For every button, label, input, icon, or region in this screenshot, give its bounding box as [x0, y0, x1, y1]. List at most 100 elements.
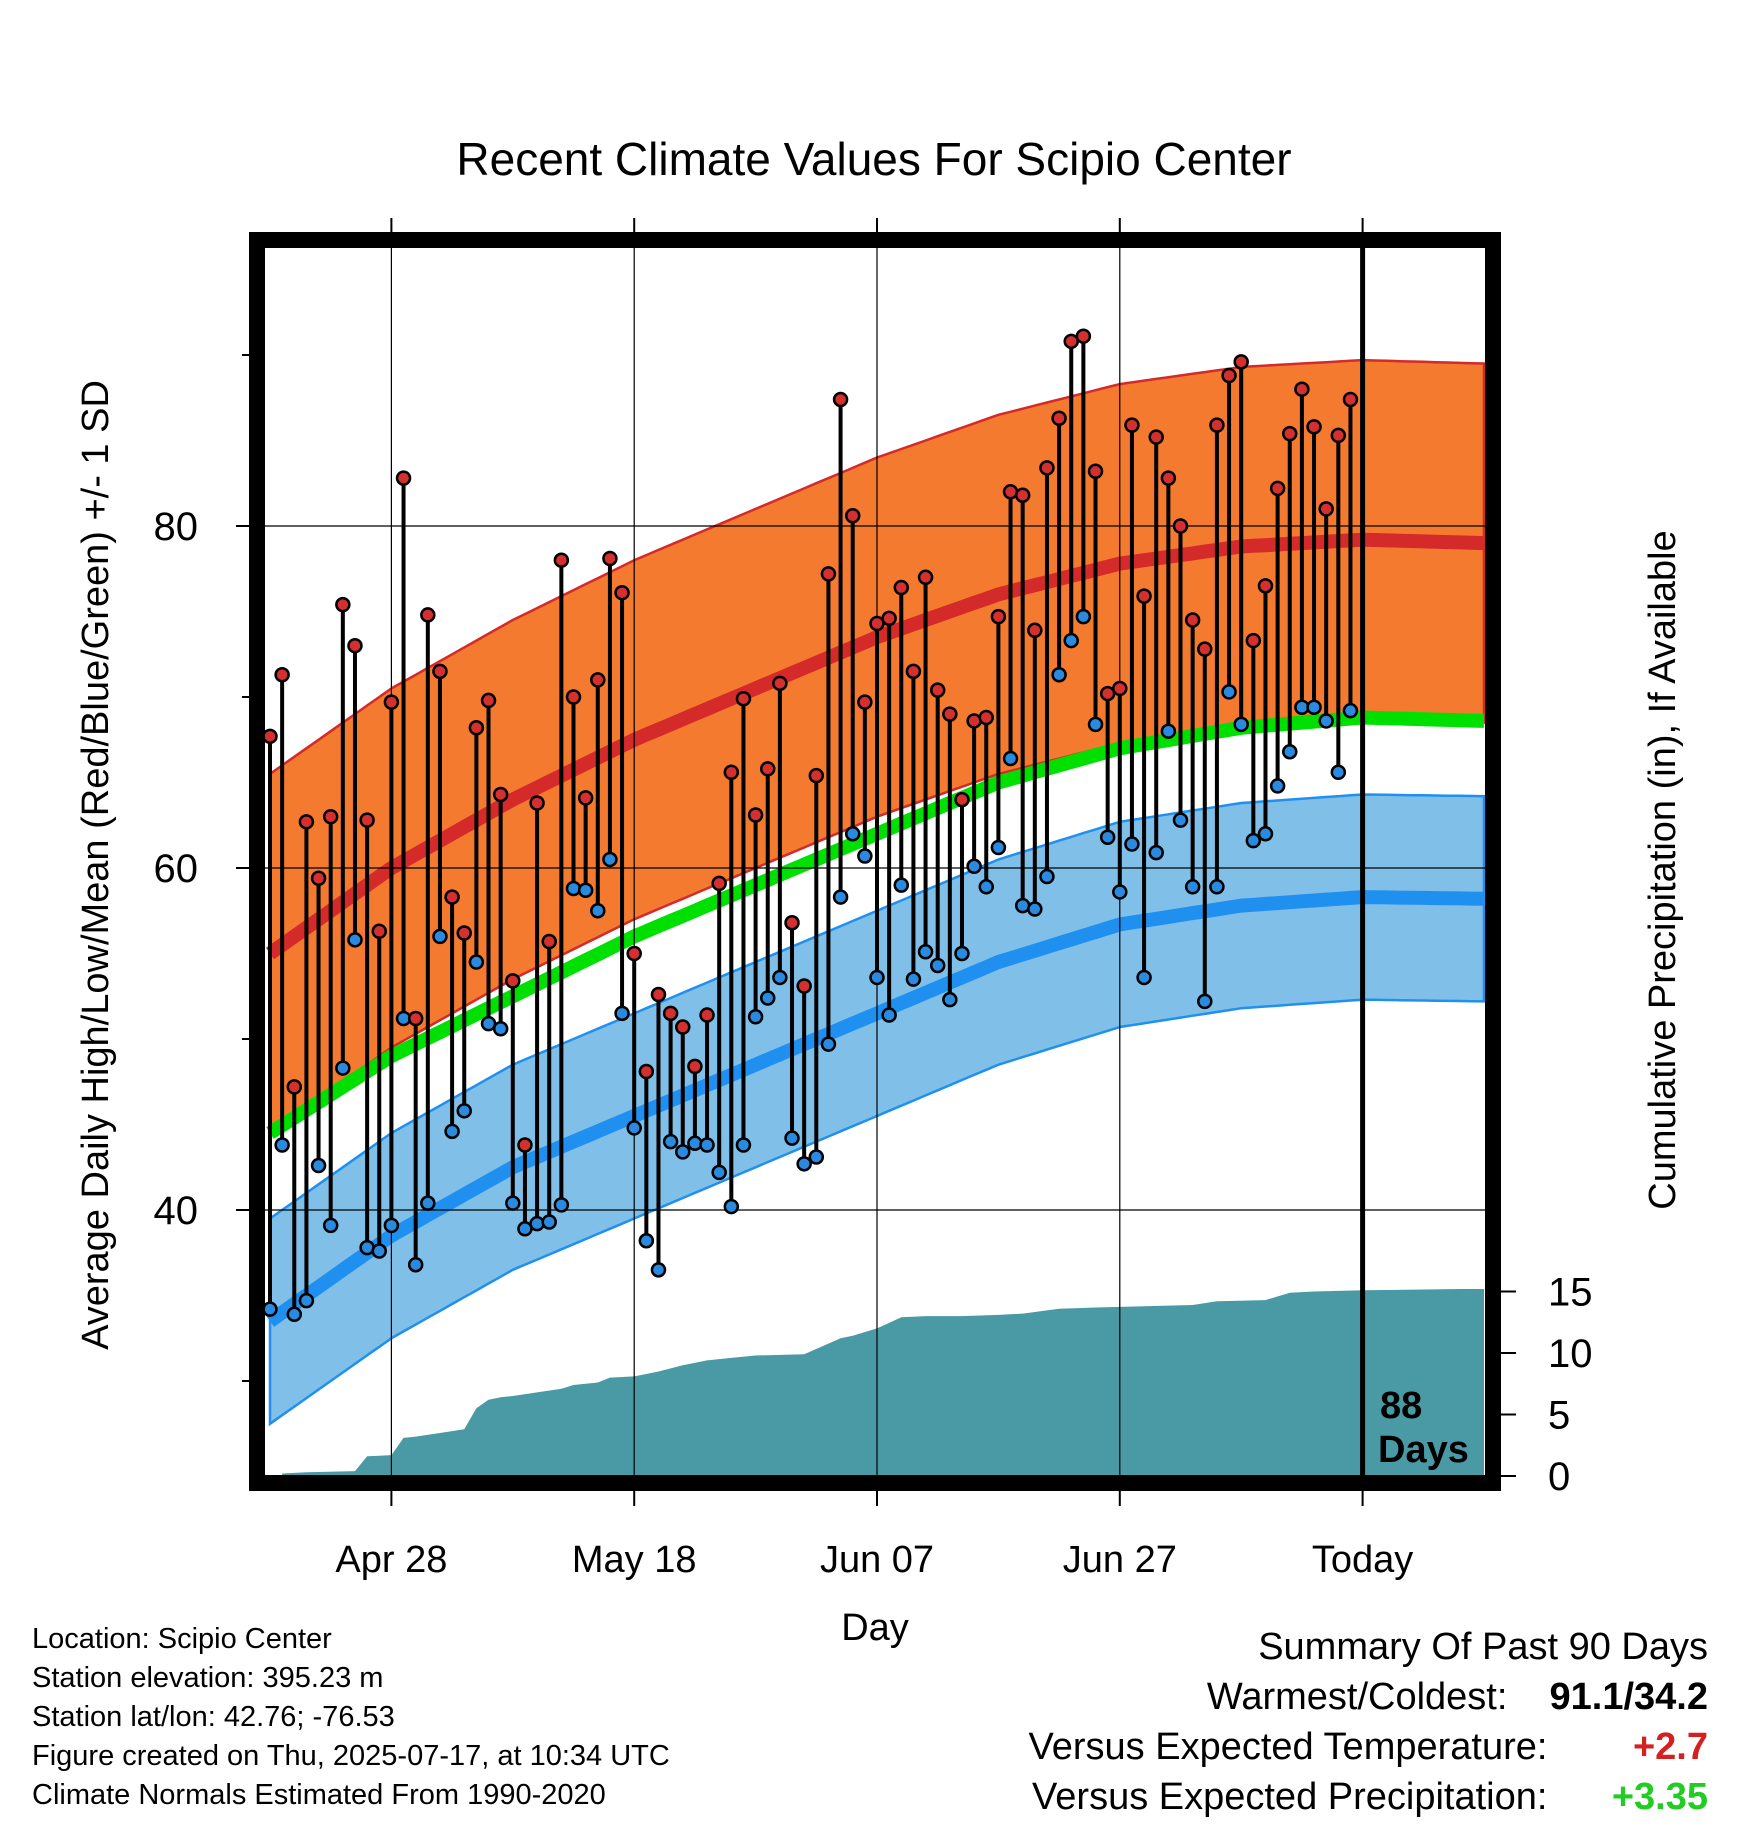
high-point	[699, 1007, 715, 1023]
x-tick-label: Jun 07	[820, 1539, 934, 1581]
precip-area	[282, 1289, 1485, 1476]
low-point	[990, 839, 1007, 856]
low-point	[711, 1164, 727, 1181]
low-point	[1306, 699, 1322, 716]
low-point	[1136, 969, 1152, 986]
low-point	[444, 1123, 460, 1140]
low-point	[1269, 778, 1286, 794]
warm-cold-label: Warmest/Coldest:	[1206, 1676, 1508, 1718]
high-point	[832, 391, 849, 408]
low-point	[456, 1103, 472, 1119]
y-right-tick-label: 15	[1548, 1271, 1593, 1315]
high-point	[480, 692, 497, 709]
high-point	[1269, 480, 1286, 497]
high-point	[1148, 429, 1164, 445]
plot-area	[264, 247, 1486, 1476]
y-left-tick-label: 80	[154, 505, 199, 549]
summary-panel: Summary Of Past 90 Days Warmest/Coldest:…	[1029, 1622, 1708, 1822]
high-point	[1342, 391, 1359, 408]
low-point	[747, 1009, 764, 1025]
high-point	[432, 663, 448, 680]
high-point	[1221, 367, 1237, 384]
high-point	[1233, 354, 1249, 370]
high-point	[1087, 463, 1104, 480]
high-point	[942, 706, 958, 722]
high-point	[1160, 470, 1177, 486]
low-point	[675, 1144, 691, 1160]
high-point	[1136, 588, 1152, 604]
chart-title: Recent Climate Values For Scipio Center	[456, 133, 1291, 185]
warm-cold-value: 91.1/34.2	[1549, 1676, 1708, 1718]
high-point	[954, 791, 970, 808]
low-point	[881, 1007, 897, 1023]
high-point	[347, 637, 363, 654]
low-point	[735, 1137, 752, 1153]
low-point	[322, 1217, 339, 1234]
low-point	[1233, 716, 1249, 733]
high-point	[371, 923, 388, 940]
low-point	[1160, 723, 1177, 739]
low-point	[1027, 901, 1043, 917]
high-point	[820, 566, 837, 582]
high-point	[505, 973, 521, 989]
x-tick-label: May 18	[572, 1539, 697, 1581]
high-point	[565, 689, 582, 705]
created-text: Figure created on Thu, 2025-07-17, at 10…	[32, 1740, 670, 1772]
low-point	[917, 944, 934, 960]
high-point	[264, 728, 278, 745]
low-point	[383, 1217, 400, 1234]
high-point	[917, 569, 934, 586]
low-point	[1197, 993, 1213, 1010]
high-point	[420, 607, 436, 623]
high-point	[1294, 381, 1310, 397]
low-point	[699, 1137, 715, 1153]
high-point	[662, 1005, 679, 1022]
low-point	[638, 1233, 655, 1249]
y-right-tick-label: 0	[1548, 1455, 1570, 1499]
low-point	[286, 1306, 303, 1323]
low-point	[1148, 844, 1164, 861]
high-point	[383, 694, 400, 710]
high-point	[808, 767, 825, 784]
low-point	[820, 1036, 837, 1052]
precip-row: Versus Expected Precipitation: +3.35	[1029, 1772, 1708, 1822]
low-point	[929, 957, 946, 974]
high-point	[1184, 612, 1201, 628]
low-point	[869, 969, 885, 986]
high-point	[638, 1063, 655, 1080]
high-point	[893, 579, 910, 596]
low-point	[1342, 702, 1359, 719]
high-point	[723, 764, 740, 780]
temp-label: Versus Expected Temperature:	[1028, 1726, 1548, 1768]
high-point	[1075, 328, 1092, 344]
high-point	[929, 682, 946, 698]
high-point	[905, 663, 922, 680]
high-point	[298, 814, 315, 830]
low-point	[1330, 764, 1347, 780]
high-point	[286, 1079, 303, 1095]
low-point	[577, 882, 594, 898]
high-point	[1124, 417, 1140, 433]
temp-row: Versus Expected Temperature: +2.7	[1029, 1722, 1708, 1772]
high-point	[1027, 622, 1043, 639]
high-point	[1318, 501, 1334, 517]
days-marker-line1: 88	[1380, 1385, 1422, 1427]
high-point	[1257, 578, 1274, 594]
low-point	[857, 848, 873, 864]
high-point	[468, 720, 485, 736]
low-point	[420, 1195, 436, 1211]
y-left-tick-label: 40	[154, 1189, 199, 1233]
low-point	[1087, 716, 1104, 733]
low-point	[590, 903, 606, 919]
high-point	[675, 1019, 691, 1035]
low-point	[1039, 868, 1055, 885]
high-point	[1172, 518, 1189, 534]
high-point	[978, 709, 995, 726]
low-point	[1172, 812, 1189, 828]
low-point	[602, 851, 618, 868]
latlon-text: Station lat/lon: 42.76; -76.53	[32, 1701, 395, 1733]
low-point	[310, 1157, 327, 1174]
low-point	[905, 971, 922, 987]
low-point	[1124, 836, 1140, 852]
high-point	[1306, 419, 1322, 435]
